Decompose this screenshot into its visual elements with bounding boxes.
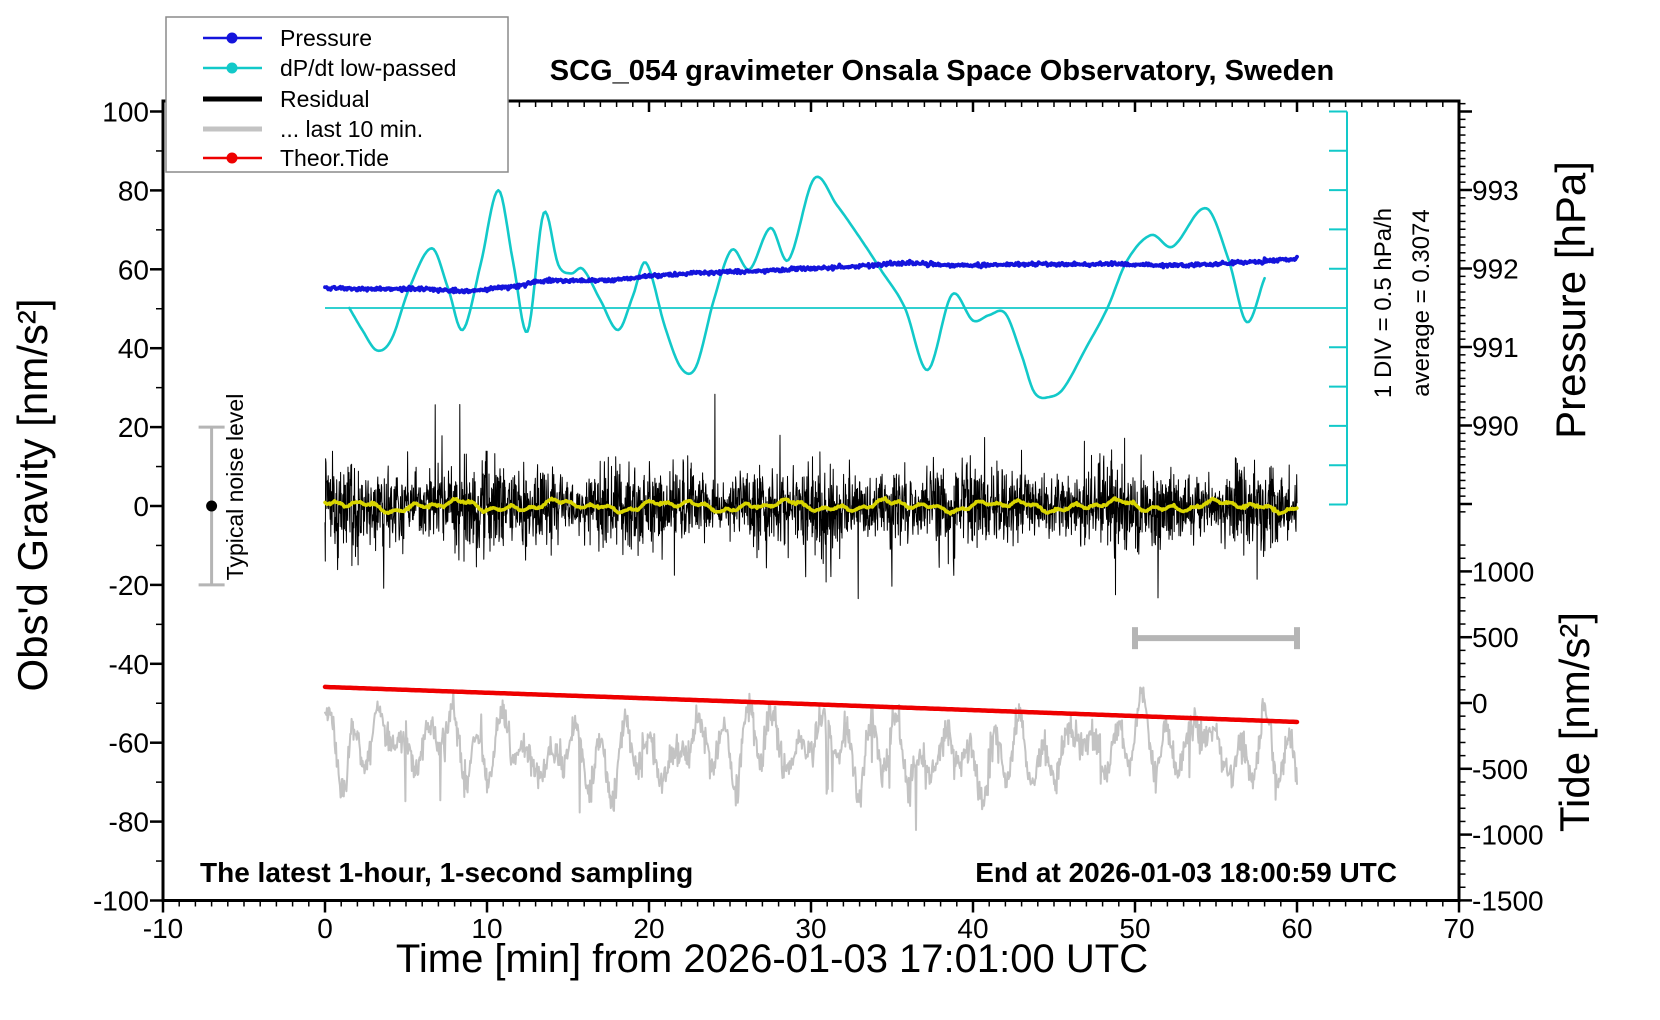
tide-tick-label: 500: [1472, 622, 1519, 653]
series-tide: [322, 684, 1300, 725]
x-tick-label: 10: [471, 913, 502, 944]
noise-bar-dot: [206, 500, 218, 512]
gravity-tick-label: 80: [118, 175, 149, 206]
average-note: average = 0.3074: [1408, 209, 1435, 397]
end-time-note: End at 2026-01-03 18:00:59 UTC: [975, 857, 1397, 888]
sampling-note: The latest 1-hour, 1-second sampling: [200, 857, 693, 888]
legend-item-label: Theor.Tide: [280, 145, 389, 171]
plot-frame-and-ticks: -10 0 10 20 30 40 50 60 70-100-80-60-40-20020406…: [93, 97, 1544, 945]
gravity-tick-label: 20: [118, 412, 149, 443]
legend-sample-dot: [226, 32, 238, 44]
series-dpdt: [348, 175, 1266, 400]
x-tick-label: 30: [795, 913, 826, 944]
pressure-tick-label: 993: [1472, 175, 1519, 206]
gravity-tick-label: 0: [133, 491, 149, 522]
legend-item-label: dP/dt low-passed: [280, 55, 456, 81]
tide-tick-label: 0: [1472, 688, 1488, 719]
series-residual-smoothed: [323, 496, 1299, 516]
x-tick-label: 0: [317, 913, 333, 944]
legend-item-label: Pressure: [280, 25, 372, 51]
tide-tick-label: -500: [1472, 754, 1528, 785]
legend-item-label: ... last 10 min.: [280, 116, 423, 142]
gravity-tick-label: 100: [102, 97, 149, 128]
legend-item-label: Residual: [280, 86, 370, 112]
legend-sample-dot: [226, 152, 238, 164]
pressure-tick-label: 990: [1472, 411, 1519, 442]
gravity-tick-label: 40: [118, 333, 149, 364]
gravity-tick-label: -80: [109, 807, 149, 838]
legend: Pressure dP/dt low-passed Residual ... last…: [165, 16, 509, 173]
chart-title: SCG_054 gravimeter Onsala Space Observat…: [550, 55, 1334, 87]
gravity-tick-label: -60: [109, 728, 149, 759]
x-tick-label: 40: [957, 913, 988, 944]
gravity-tick-label: -100: [93, 886, 149, 917]
pressure-tick-label: 992: [1472, 254, 1519, 285]
chart-text-layer: SCG_054 gravimeter Onsala Space Observat…: [9, 55, 1598, 981]
tide-axis-title: Tide [nm/s²]: [1551, 612, 1598, 832]
typical-noise-bar: [198, 425, 225, 587]
tide-tick-label: -1000: [1472, 820, 1544, 851]
x-tick-label: -10: [143, 913, 183, 944]
x-tick-label: 20: [633, 913, 664, 944]
typical-noise-label: Typical noise level: [222, 394, 248, 581]
series-last10: [324, 686, 1298, 831]
x-axis-title: Time [min] from 2026-01-03 17:01:00 UTC: [396, 937, 1148, 981]
legend-box: [165, 16, 509, 173]
pressure-tick-label: 991: [1472, 332, 1519, 363]
legend-sample-dot: [226, 62, 238, 74]
x-tick-label: 60: [1281, 913, 1312, 944]
dpdt-reference: [325, 110, 1348, 506]
x-tick-label: 70: [1443, 913, 1474, 944]
x-tick-label: 50: [1119, 913, 1150, 944]
tide-tick-label: 1000: [1472, 556, 1534, 587]
series-residual: [324, 393, 1298, 600]
gravity-tick-label: -40: [109, 649, 149, 680]
tide-tick-label: -1500: [1472, 885, 1544, 916]
pressure-axis-title: Pressure [hPa]: [1547, 161, 1594, 439]
last10-duration-bar: [1132, 627, 1300, 650]
series-pressure: [323, 254, 1299, 295]
gravity-axis-title: Obs'd Gravity [nm/s²]: [9, 298, 56, 691]
gravity-tick-label: 60: [118, 254, 149, 285]
gravity-tick-label: -20: [109, 570, 149, 601]
div-scale-note: 1 DIV = 0.5 hPa/h: [1370, 208, 1397, 398]
chart-generated-layer: -10 0 10 20 30 40 50 60 70-100-80-60-40-20020406…: [93, 16, 1544, 945]
series-layer: [322, 175, 1300, 831]
